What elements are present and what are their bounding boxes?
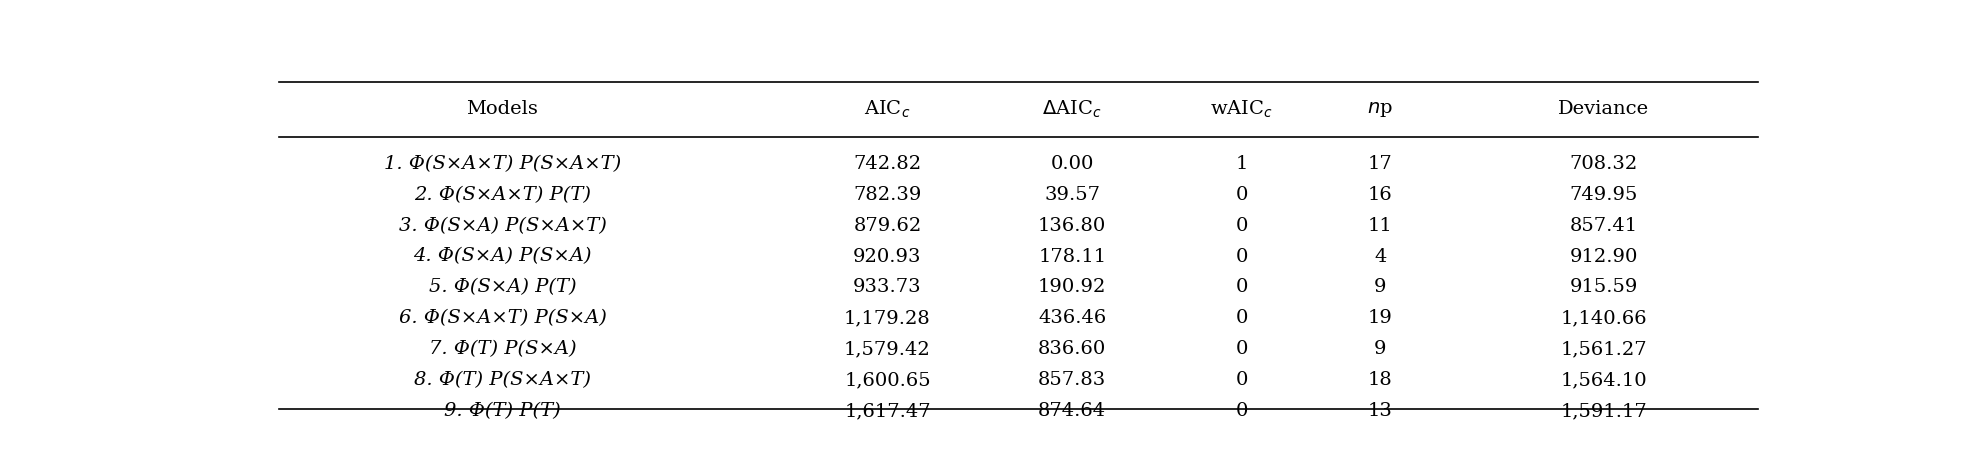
Text: 857.41: 857.41 <box>1570 217 1637 235</box>
Text: 1,579.42: 1,579.42 <box>844 340 930 358</box>
Text: 920.93: 920.93 <box>852 247 922 266</box>
Text: $\mathit{n}$p: $\mathit{n}$p <box>1367 100 1393 119</box>
Text: 136.80: 136.80 <box>1037 217 1107 235</box>
Text: 1,591.17: 1,591.17 <box>1560 402 1647 420</box>
Text: 5. Φ(S×A) P(T): 5. Φ(S×A) P(T) <box>429 278 576 296</box>
Text: 190.92: 190.92 <box>1037 278 1107 296</box>
Text: Deviance: Deviance <box>1558 101 1649 118</box>
Text: 708.32: 708.32 <box>1570 155 1637 173</box>
Text: Models: Models <box>467 101 538 118</box>
Text: $\Delta$AIC$_c$: $\Delta$AIC$_c$ <box>1043 99 1103 120</box>
Text: 178.11: 178.11 <box>1037 247 1107 266</box>
Text: 915.59: 915.59 <box>1570 278 1637 296</box>
Text: 1,179.28: 1,179.28 <box>844 309 930 327</box>
Text: 2. Φ(S×A×T) P(T): 2. Φ(S×A×T) P(T) <box>413 186 590 204</box>
Text: 0: 0 <box>1236 309 1248 327</box>
Text: 18: 18 <box>1367 371 1393 389</box>
Text: 857.83: 857.83 <box>1037 371 1107 389</box>
Text: 16: 16 <box>1367 186 1393 204</box>
Text: AIC$_c$: AIC$_c$ <box>864 99 910 120</box>
Text: 9: 9 <box>1373 340 1387 358</box>
Text: 0: 0 <box>1236 278 1248 296</box>
Text: 0.00: 0.00 <box>1051 155 1095 173</box>
Text: 8. Φ(T) P(S×A×T): 8. Φ(T) P(S×A×T) <box>413 371 590 389</box>
Text: 1,140.66: 1,140.66 <box>1560 309 1647 327</box>
Text: 1,564.10: 1,564.10 <box>1560 371 1647 389</box>
Text: 39.57: 39.57 <box>1045 186 1101 204</box>
Text: 17: 17 <box>1367 155 1393 173</box>
Text: 3. Φ(S×A) P(S×A×T): 3. Φ(S×A) P(S×A×T) <box>399 217 606 235</box>
Text: 0: 0 <box>1236 340 1248 358</box>
Text: 7. Φ(T) P(S×A): 7. Φ(T) P(S×A) <box>429 340 576 358</box>
Text: 436.46: 436.46 <box>1037 309 1107 327</box>
Text: 782.39: 782.39 <box>852 186 922 204</box>
Text: 1. Φ(S×A×T) P(S×A×T): 1. Φ(S×A×T) P(S×A×T) <box>383 155 622 173</box>
Text: 0: 0 <box>1236 371 1248 389</box>
Text: wAIC$_c$: wAIC$_c$ <box>1210 99 1274 120</box>
Text: 1,600.65: 1,600.65 <box>844 371 930 389</box>
Text: 4: 4 <box>1375 247 1387 266</box>
Text: 0: 0 <box>1236 402 1248 420</box>
Text: 9: 9 <box>1373 278 1387 296</box>
Text: 1,561.27: 1,561.27 <box>1560 340 1647 358</box>
Text: 836.60: 836.60 <box>1037 340 1107 358</box>
Text: 0: 0 <box>1236 247 1248 266</box>
Text: 11: 11 <box>1367 217 1393 235</box>
Text: 933.73: 933.73 <box>852 278 922 296</box>
Text: 4. Φ(S×A) P(S×A): 4. Φ(S×A) P(S×A) <box>413 247 592 266</box>
Text: 0: 0 <box>1236 217 1248 235</box>
Text: 912.90: 912.90 <box>1570 247 1637 266</box>
Text: 0: 0 <box>1236 186 1248 204</box>
Text: 749.95: 749.95 <box>1570 186 1637 204</box>
Text: 874.64: 874.64 <box>1037 402 1107 420</box>
Text: 19: 19 <box>1367 309 1393 327</box>
Text: 879.62: 879.62 <box>852 217 922 235</box>
Text: 13: 13 <box>1367 402 1393 420</box>
Text: 6. Φ(S×A×T) P(S×A): 6. Φ(S×A×T) P(S×A) <box>399 309 606 327</box>
Text: 742.82: 742.82 <box>852 155 922 173</box>
Text: 1: 1 <box>1236 155 1248 173</box>
Text: 9. Φ(T) P(T): 9. Φ(T) P(T) <box>443 402 560 420</box>
Text: 1,617.47: 1,617.47 <box>844 402 930 420</box>
